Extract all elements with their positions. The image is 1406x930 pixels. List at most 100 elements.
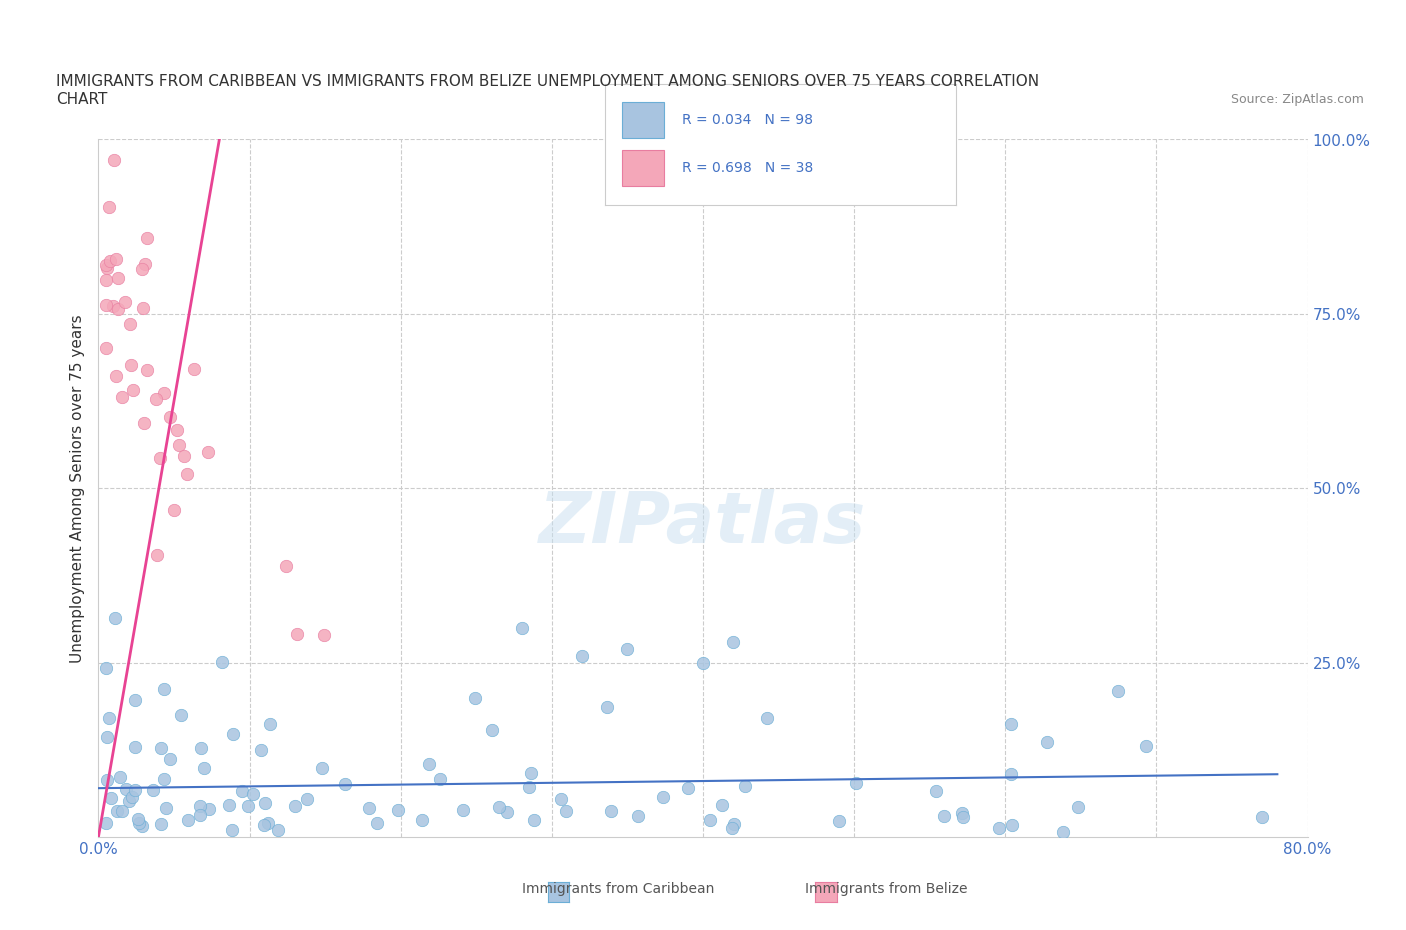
Point bbox=[105, 804, 128, 818]
Point bbox=[96, 260, 118, 275]
Text: R = 0.698   N = 38: R = 0.698 N = 38 bbox=[682, 161, 813, 176]
Point bbox=[149, 817, 172, 831]
Point bbox=[627, 808, 650, 823]
Point bbox=[124, 782, 146, 797]
Point bbox=[734, 778, 756, 793]
Point bbox=[107, 271, 129, 286]
Point bbox=[135, 231, 157, 246]
Point bbox=[250, 743, 273, 758]
Point bbox=[221, 822, 243, 837]
Point bbox=[699, 812, 721, 827]
Point bbox=[197, 445, 219, 459]
Point bbox=[166, 422, 188, 437]
Point bbox=[925, 783, 948, 798]
Point bbox=[188, 799, 211, 814]
Point bbox=[104, 610, 127, 625]
FancyBboxPatch shape bbox=[623, 101, 665, 138]
Point bbox=[616, 642, 638, 657]
Point bbox=[721, 821, 744, 836]
Point bbox=[132, 300, 155, 315]
Point bbox=[111, 804, 134, 818]
Point bbox=[554, 804, 576, 818]
Point bbox=[142, 783, 165, 798]
Y-axis label: Unemployment Among Seniors over 75 years: Unemployment Among Seniors over 75 years bbox=[69, 314, 84, 662]
Point bbox=[596, 699, 619, 714]
Point bbox=[98, 253, 121, 268]
Text: Immigrants from Caribbean: Immigrants from Caribbean bbox=[523, 882, 714, 896]
Text: Source: ZipAtlas.com: Source: ZipAtlas.com bbox=[1230, 93, 1364, 106]
Point bbox=[411, 813, 433, 828]
Point bbox=[173, 448, 195, 463]
Point bbox=[94, 258, 117, 272]
Point bbox=[146, 548, 169, 563]
Point bbox=[987, 821, 1010, 836]
Point bbox=[932, 808, 955, 823]
Point bbox=[128, 816, 150, 830]
Text: Immigrants from Belize: Immigrants from Belize bbox=[804, 882, 967, 896]
Point bbox=[96, 773, 118, 788]
Point bbox=[107, 302, 129, 317]
Point bbox=[721, 634, 744, 649]
Point bbox=[104, 252, 127, 267]
Point bbox=[1036, 735, 1059, 750]
Point bbox=[844, 776, 866, 790]
Point bbox=[94, 341, 117, 356]
Point bbox=[312, 628, 335, 643]
Point bbox=[134, 257, 156, 272]
Point bbox=[103, 153, 125, 168]
Point bbox=[1135, 738, 1157, 753]
Point bbox=[950, 805, 973, 820]
Point bbox=[429, 772, 451, 787]
Point bbox=[297, 791, 319, 806]
Point bbox=[136, 362, 159, 377]
Point bbox=[211, 655, 233, 670]
Point bbox=[285, 626, 308, 641]
Point bbox=[188, 807, 211, 822]
Point bbox=[284, 799, 307, 814]
Point bbox=[266, 823, 288, 838]
Text: ZIPatlas: ZIPatlas bbox=[540, 488, 866, 558]
Point bbox=[523, 813, 546, 828]
Point bbox=[828, 813, 851, 828]
Point bbox=[131, 262, 153, 277]
Point bbox=[652, 790, 675, 804]
Point bbox=[1067, 799, 1090, 814]
Point bbox=[101, 299, 124, 313]
Point bbox=[111, 390, 134, 405]
Point bbox=[153, 682, 176, 697]
Point bbox=[124, 739, 146, 754]
Point bbox=[176, 467, 198, 482]
Point bbox=[481, 723, 503, 737]
Point bbox=[357, 800, 380, 815]
Point bbox=[952, 810, 974, 825]
Point bbox=[114, 295, 136, 310]
Point bbox=[183, 362, 205, 377]
Point bbox=[231, 783, 253, 798]
Point bbox=[134, 415, 156, 430]
Point bbox=[519, 765, 541, 780]
Point bbox=[124, 692, 146, 707]
Point bbox=[600, 804, 623, 818]
Point bbox=[118, 793, 141, 808]
Point bbox=[253, 817, 276, 832]
Point bbox=[150, 740, 173, 755]
Point bbox=[163, 503, 186, 518]
Point bbox=[121, 790, 143, 804]
Point bbox=[152, 385, 174, 400]
Point bbox=[257, 816, 280, 830]
Point bbox=[218, 797, 240, 812]
Point bbox=[723, 817, 745, 831]
Point bbox=[242, 786, 264, 801]
Point bbox=[418, 756, 440, 771]
Point bbox=[238, 799, 260, 814]
Point bbox=[127, 812, 149, 827]
Point bbox=[176, 813, 198, 828]
Point bbox=[193, 760, 215, 775]
Point bbox=[550, 791, 572, 806]
Point bbox=[676, 780, 699, 795]
Point bbox=[366, 816, 388, 830]
Point bbox=[274, 558, 297, 573]
Point bbox=[149, 450, 172, 465]
Point bbox=[387, 803, 409, 817]
Point bbox=[190, 740, 212, 755]
